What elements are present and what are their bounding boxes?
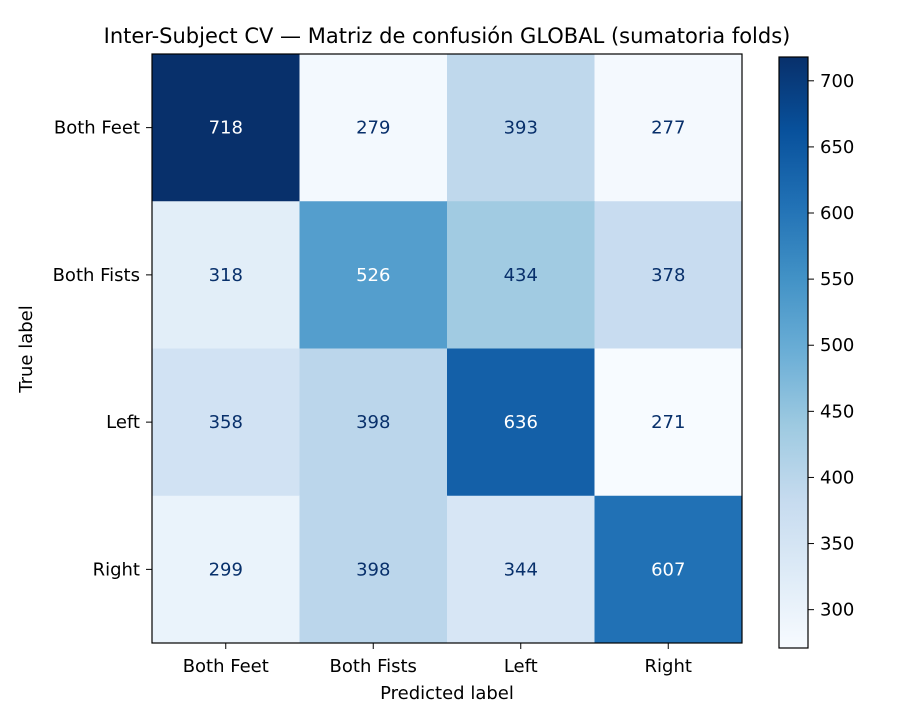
cell-value-label: 344 bbox=[504, 559, 538, 580]
y-axis-label: True label bbox=[16, 305, 37, 394]
heatmap-cell bbox=[447, 348, 595, 497]
heatmap-cell bbox=[594, 201, 743, 349]
cell-value-label: 398 bbox=[356, 412, 390, 433]
colorbar-tick-label: 350 bbox=[820, 534, 854, 555]
colorbar-tick-label: 700 bbox=[820, 71, 854, 92]
heatmap-cell bbox=[594, 495, 743, 644]
heatmap-cell bbox=[447, 495, 595, 644]
heatmap-cell bbox=[594, 348, 743, 497]
heatmap-cell bbox=[594, 54, 743, 202]
colorbar-tick-label: 500 bbox=[820, 335, 854, 356]
heatmap-cell bbox=[447, 201, 595, 349]
x-tick-label: Right bbox=[645, 656, 692, 677]
cell-value-label: 526 bbox=[356, 265, 390, 286]
x-axis-label: Predicted label bbox=[380, 683, 514, 704]
cell-value-label: 318 bbox=[209, 265, 243, 286]
heatmap-cells: 718 279 393 277 318 526 434 378 358 398 636 271 299 3… bbox=[152, 54, 743, 644]
cell-value-label: 378 bbox=[651, 265, 685, 286]
heatmap-cell bbox=[299, 495, 448, 644]
heatmap-cell bbox=[152, 495, 300, 644]
cell-value-label: 718 bbox=[209, 118, 243, 139]
colorbar-tick-label: 550 bbox=[820, 269, 854, 290]
cell-value-label: 279 bbox=[356, 118, 390, 139]
y-tick-label: Left bbox=[106, 412, 140, 433]
y-tick-label: Right bbox=[93, 559, 140, 580]
cell-value-label: 393 bbox=[504, 118, 538, 139]
colorbar-tick-label: 650 bbox=[820, 137, 854, 158]
colorbar bbox=[778, 56, 809, 649]
cell-value-label: 277 bbox=[651, 118, 685, 139]
colorbar-tick-label: 450 bbox=[820, 401, 854, 422]
colorbar-ticks: 300 350 400 450 500 550 600 650 700 bbox=[808, 71, 854, 621]
chart-title: Inter-Subject CV — Matriz de confusión G… bbox=[104, 24, 791, 48]
y-axis-ticks: Both Feet Both Fists Left Right bbox=[53, 118, 152, 580]
colorbar-tick-label: 300 bbox=[820, 600, 854, 621]
heatmap-cell bbox=[447, 54, 595, 202]
colorbar-tick-label: 400 bbox=[820, 467, 854, 488]
plot-frame bbox=[151, 53, 743, 644]
heatmap-cell bbox=[152, 54, 300, 202]
cell-value-label: 607 bbox=[651, 559, 685, 580]
cell-value-label: 434 bbox=[504, 265, 538, 286]
cell-value-label: 398 bbox=[356, 559, 390, 580]
colorbar-tick-label: 600 bbox=[820, 203, 854, 224]
cell-value-label: 358 bbox=[209, 412, 243, 433]
y-tick-label: Both Feet bbox=[54, 118, 140, 139]
x-tick-label: Left bbox=[504, 656, 538, 677]
x-tick-label: Both Feet bbox=[183, 656, 269, 677]
heatmap-cell bbox=[299, 201, 448, 349]
y-tick-label: Both Fists bbox=[53, 265, 140, 286]
x-tick-label: Both Fists bbox=[330, 656, 417, 677]
cell-value-label: 299 bbox=[209, 559, 243, 580]
cell-value-label: 636 bbox=[504, 412, 538, 433]
heatmap-cell bbox=[299, 54, 448, 202]
heatmap-cell bbox=[299, 348, 448, 497]
heatmap-cell bbox=[152, 201, 300, 349]
heatmap-cell bbox=[152, 348, 300, 497]
x-axis-ticks: Both Feet Both Fists Left Right bbox=[183, 643, 692, 677]
cell-value-label: 271 bbox=[651, 412, 685, 433]
